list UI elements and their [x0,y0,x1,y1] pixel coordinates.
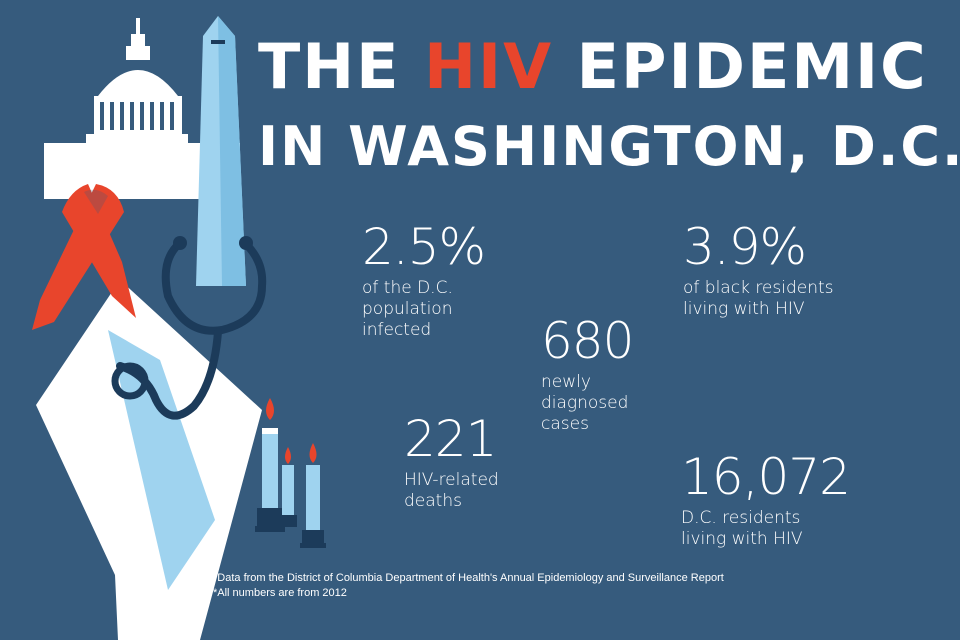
stat-deaths: 221 HIV-related deaths [404,414,499,512]
stat-new-diagnoses: 680 newly diagnosed cases [541,312,634,435]
stat-description: of black residents living with HIV [683,278,834,319]
candle-icon [255,398,326,548]
title-line1-before: THE [258,30,425,103]
title-highlight-hiv: HIV [424,30,554,103]
illustration [32,16,326,640]
stat-black-residents: 3.9% of black residents living with HIV [683,222,834,320]
page-title: THE HIV EPIDEMIC [258,36,928,98]
footnote-source: *Data from the District of Columbia Depa… [213,572,724,584]
stat-description: HIV-related deaths [404,470,499,511]
page-subtitle: IN WASHINGTON, D.C. [258,115,960,178]
footnotes: *Data from the District of Columbia Depa… [213,571,724,601]
red-ribbon-icon [32,184,136,330]
stat-number: 16,072 [681,448,851,506]
stethoscope-icon [111,236,267,420]
footnote-year: *All numbers are from 2012 [213,587,347,599]
stat-description: newly diagnosed cases [541,372,629,434]
stat-residents-living-with-hiv: 16,072 D.C. residents living with HIV [681,448,851,550]
stat-number: 3.9% [683,218,807,276]
stat-number: 680 [541,312,634,370]
stat-number: 2.5% [362,218,486,276]
stat-description: of the D.C. population infected [362,278,453,340]
title-line1-after: EPIDEMIC [553,30,928,103]
stat-number: 221 [404,410,497,468]
stat-population-infected: 2.5% of the D.C. population infected [362,218,486,341]
stat-description: D.C. residents living with HIV [681,508,803,549]
washington-monument-icon [196,16,246,286]
